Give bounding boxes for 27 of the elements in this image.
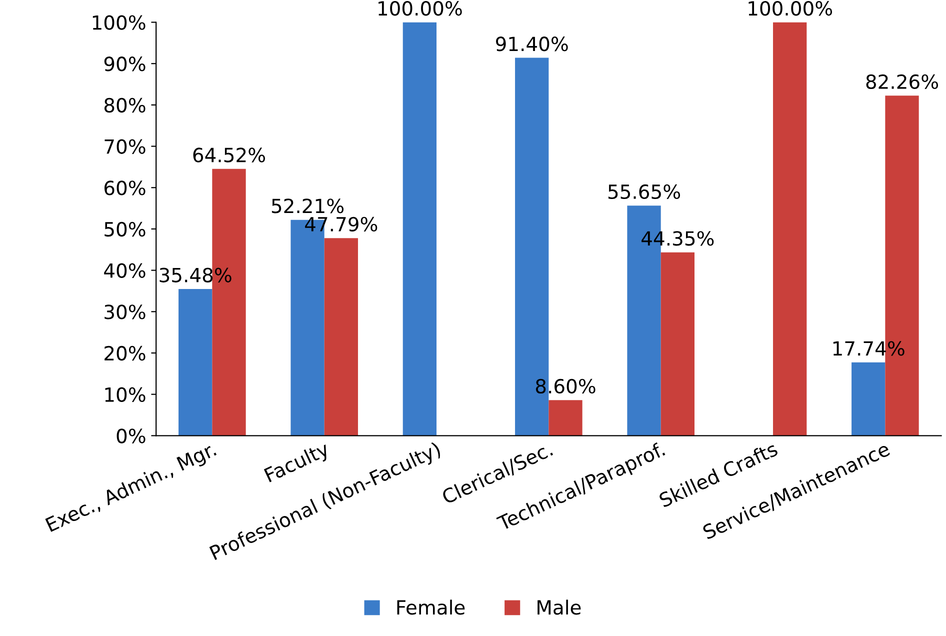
y-tick-label: 0% [116,428,146,444]
legend-label: Female [397,600,465,615]
bar [178,288,212,436]
data-label: 100.00% [378,1,462,16]
data-label: 82.26% [866,74,938,90]
y-tick-label: 50% [104,222,146,237]
bar [773,22,807,436]
y-tick-label: 100% [92,15,146,30]
y-tick-label: 40% [104,263,146,278]
data-label: 52.21% [272,198,344,214]
bar [402,22,437,436]
y-tick-label: 10% [105,387,146,402]
y-tick-label: 70% [104,139,146,154]
data-label: 100.00% [748,1,832,16]
y-tick-label: 90% [104,56,146,72]
bar [852,362,886,436]
y-tick-label: 80% [104,98,146,113]
y-tick-label: 20% [104,346,146,361]
data-label: 64.52% [193,148,265,162]
data-label: 91.40% [496,36,568,52]
data-label: 55.65% [608,184,680,200]
legend-label: Male [538,600,581,615]
y-tick-label: 60% [104,180,146,196]
bar [660,252,694,436]
y-tick-label: 30% [104,304,146,320]
bar [324,238,358,436]
bar [548,400,582,436]
